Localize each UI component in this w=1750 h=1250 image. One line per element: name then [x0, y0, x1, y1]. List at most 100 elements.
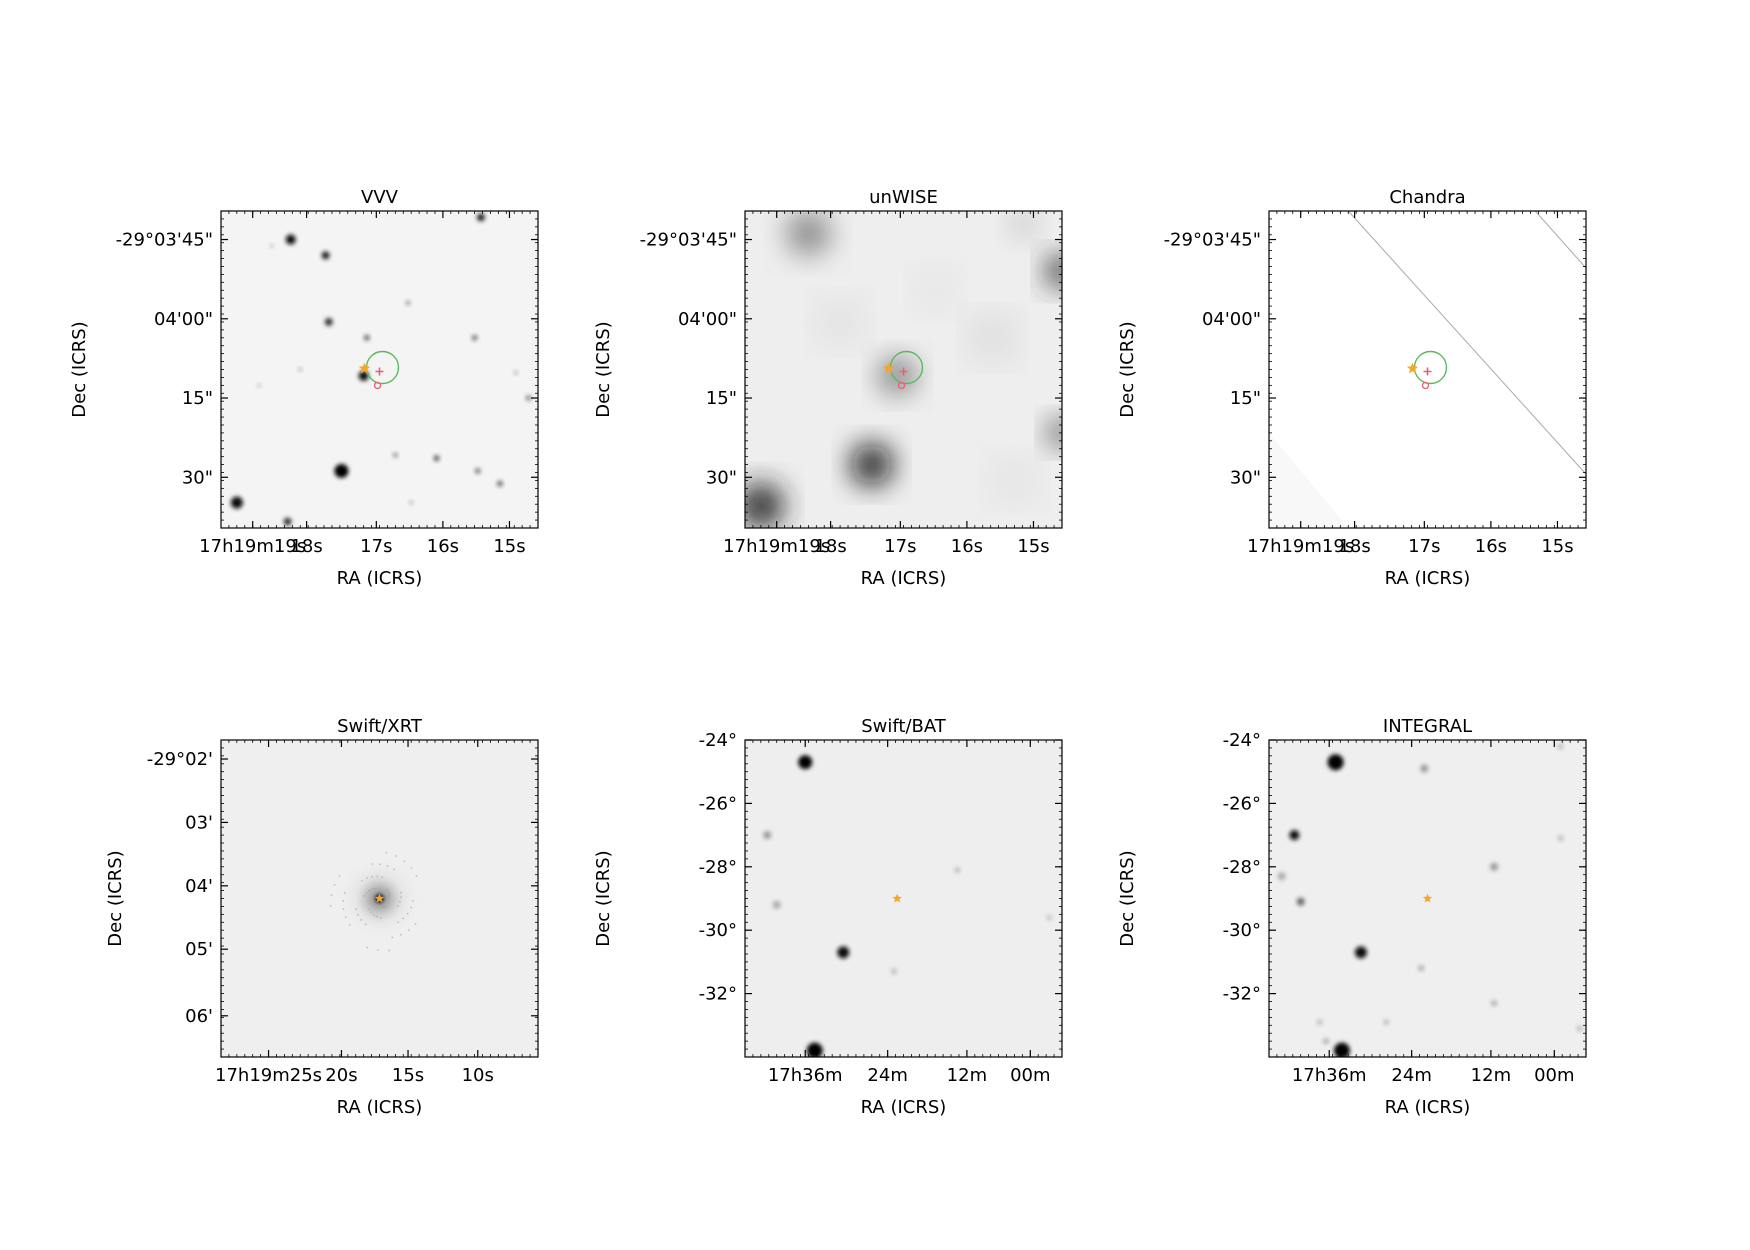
y-tick-label: -29°03'45" — [116, 230, 213, 251]
small-circle-marker — [373, 381, 382, 390]
source-blob — [1046, 255, 1062, 288]
y-tick-label: -30° — [699, 920, 737, 941]
source-blob — [1333, 1042, 1350, 1057]
source-blob — [1576, 1025, 1583, 1032]
source-blob — [786, 211, 831, 256]
source-blob — [405, 300, 411, 306]
chip-edge-line — [1534, 211, 1586, 269]
y-tick-label: 04'00" — [1202, 309, 1261, 330]
panel-title: Swift/XRT — [337, 716, 423, 737]
x-tick-label: 15s — [1541, 536, 1573, 557]
x-tick-label: 18s — [814, 536, 846, 557]
x-axis-label: RA (ICRS) — [337, 568, 423, 589]
x-tick-label: 17h19m19s — [1247, 536, 1354, 557]
panel-title: unWISE — [869, 187, 938, 208]
source-blob — [283, 517, 292, 526]
x-tick-label: 15s — [392, 1065, 424, 1086]
source-blob — [363, 334, 370, 341]
small-circle-marker — [897, 381, 906, 390]
source-blob — [358, 370, 369, 381]
source-blob — [269, 243, 274, 248]
source-blob — [474, 467, 481, 474]
x-tick-label: 00m — [1010, 1065, 1050, 1086]
panel-image — [745, 211, 1062, 528]
source-blob — [1323, 1038, 1330, 1045]
source-blob — [1490, 862, 1499, 871]
y-tick-label: 05' — [185, 939, 213, 960]
star-marker — [892, 893, 902, 903]
source-blob — [513, 370, 518, 375]
x-tick-label: 12m — [1471, 1065, 1511, 1086]
source-blob — [1048, 418, 1062, 447]
source-blob — [257, 383, 262, 388]
source-blob — [433, 455, 440, 462]
x-tick-label: 15s — [493, 536, 525, 557]
y-tick-label: -32° — [699, 984, 737, 1005]
y-tick-label: 04' — [185, 876, 213, 897]
cross-marker — [899, 367, 908, 376]
y-tick-label: 04'00" — [154, 309, 213, 330]
y-tick-label: 30" — [706, 467, 737, 488]
source-blob — [974, 319, 1011, 356]
y-tick-label: -29°03'45" — [1164, 230, 1261, 251]
y-axis-label: Dec (ICRS) — [1117, 321, 1138, 417]
star-marker — [1422, 893, 1433, 903]
source-blob — [1316, 1019, 1323, 1026]
source-blob — [324, 317, 333, 326]
star-marker — [1406, 362, 1419, 374]
cross-marker — [375, 367, 384, 376]
x-tick-label: 16s — [1475, 536, 1507, 557]
x-tick-label: 24m — [867, 1065, 907, 1086]
x-tick-label: 17h36m — [1292, 1065, 1367, 1086]
y-axis-label: Dec (ICRS) — [593, 850, 614, 946]
y-tick-label: 15" — [1230, 388, 1261, 409]
x-tick-label: 17h36m — [768, 1065, 843, 1086]
y-tick-label: -29°03'45" — [640, 230, 737, 251]
panel-6: INTEGRAL 17h36m 24m 12m 00m -24° -26° -28° -30° -… — [1117, 716, 1587, 1118]
x-axis-label: RA (ICRS) — [861, 568, 947, 589]
source-blob — [321, 251, 330, 260]
y-tick-label: 15" — [182, 388, 213, 409]
y-tick-label: -28° — [699, 857, 737, 878]
panel-4: Swift/XRT 17h19m25s 20s 15s 10s -29°02' 03' 04'… — [105, 716, 539, 1118]
x-tick-label: 16s — [951, 536, 983, 557]
source-blob — [476, 213, 485, 222]
source-blob — [1383, 1019, 1390, 1026]
panel-title: INTEGRAL — [1383, 716, 1472, 737]
x-tick-label: 17h19m19s — [723, 536, 830, 557]
source-blob — [798, 755, 813, 770]
source-blob — [745, 483, 783, 528]
source-blob — [1046, 914, 1053, 921]
source-blob — [1557, 835, 1564, 842]
x-tick-label: 17h19m19s — [199, 536, 306, 557]
star-marker — [882, 362, 895, 374]
y-tick-label: -32° — [1223, 984, 1261, 1005]
x-axis-label: RA (ICRS) — [337, 1097, 423, 1118]
y-tick-label: 03' — [185, 812, 213, 833]
source-blob — [879, 357, 916, 394]
x-tick-label: 20s — [325, 1065, 357, 1086]
source-blob — [806, 1042, 823, 1057]
y-tick-label: -24° — [699, 730, 737, 751]
panel-title: Chandra — [1389, 187, 1465, 208]
y-tick-label: 15" — [706, 388, 737, 409]
panel-5: Swift/BAT 17h36m 24m 12m 00m -24° -26° -28° -30°… — [593, 716, 1063, 1118]
y-axis-label: Dec (ICRS) — [593, 321, 614, 417]
panel-title: Swift/BAT — [861, 716, 947, 737]
source-blob — [496, 480, 503, 487]
x-tick-label: 16s — [427, 536, 459, 557]
y-tick-label: -24° — [1223, 730, 1261, 751]
x-tick-label: 17h19m25s — [215, 1065, 322, 1086]
source-blob — [285, 234, 296, 245]
source-blob — [890, 968, 897, 975]
x-axis-label: RA (ICRS) — [861, 1097, 947, 1118]
source-blob — [1289, 830, 1300, 841]
x-tick-label: 18s — [290, 536, 322, 557]
y-tick-label: -26° — [699, 793, 737, 814]
panel-title: VVV — [361, 187, 399, 208]
source-blob — [1491, 1000, 1498, 1007]
source-blob — [334, 463, 349, 478]
source-blob — [772, 900, 781, 909]
source-blob — [230, 496, 243, 509]
